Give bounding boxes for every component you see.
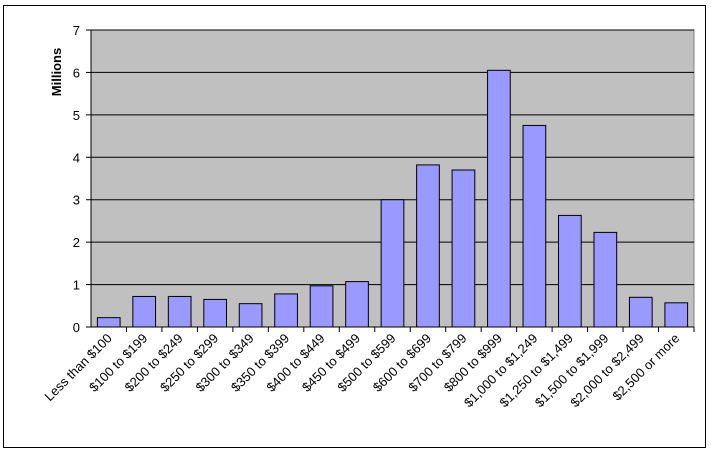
- y-tick-label: 1: [73, 278, 80, 293]
- y-tick-label: 5: [73, 108, 80, 123]
- bar: [664, 302, 689, 328]
- bar: [238, 303, 263, 328]
- bar: [558, 214, 582, 328]
- bar: [132, 295, 157, 328]
- y-tick-label: 4: [73, 150, 80, 165]
- bars: [96, 69, 689, 328]
- bar: [96, 317, 121, 328]
- y-tick-label: 0: [73, 320, 80, 335]
- bar: [274, 293, 298, 328]
- y-tick-label: 2: [73, 235, 80, 250]
- x-tick-labels: Less than $100$100 to $199$200 to $249$2…: [41, 327, 695, 410]
- bar: [451, 169, 476, 328]
- bar: [522, 124, 547, 328]
- bar: [203, 298, 227, 328]
- y-axis-title: Millions: [49, 48, 64, 96]
- bar: [309, 285, 334, 328]
- bar: [380, 199, 405, 328]
- y-tick-label: 7: [73, 23, 80, 38]
- bar: [416, 164, 440, 328]
- bar: [593, 231, 618, 328]
- bar: [487, 69, 511, 328]
- bar: [628, 296, 653, 328]
- bar: [345, 281, 369, 328]
- y-tick-label: 6: [73, 65, 80, 80]
- bar: [167, 295, 192, 328]
- y-tick-labels: 0 1 2 3 4 5 6 7: [73, 23, 91, 335]
- y-tick-label: 3: [73, 193, 80, 208]
